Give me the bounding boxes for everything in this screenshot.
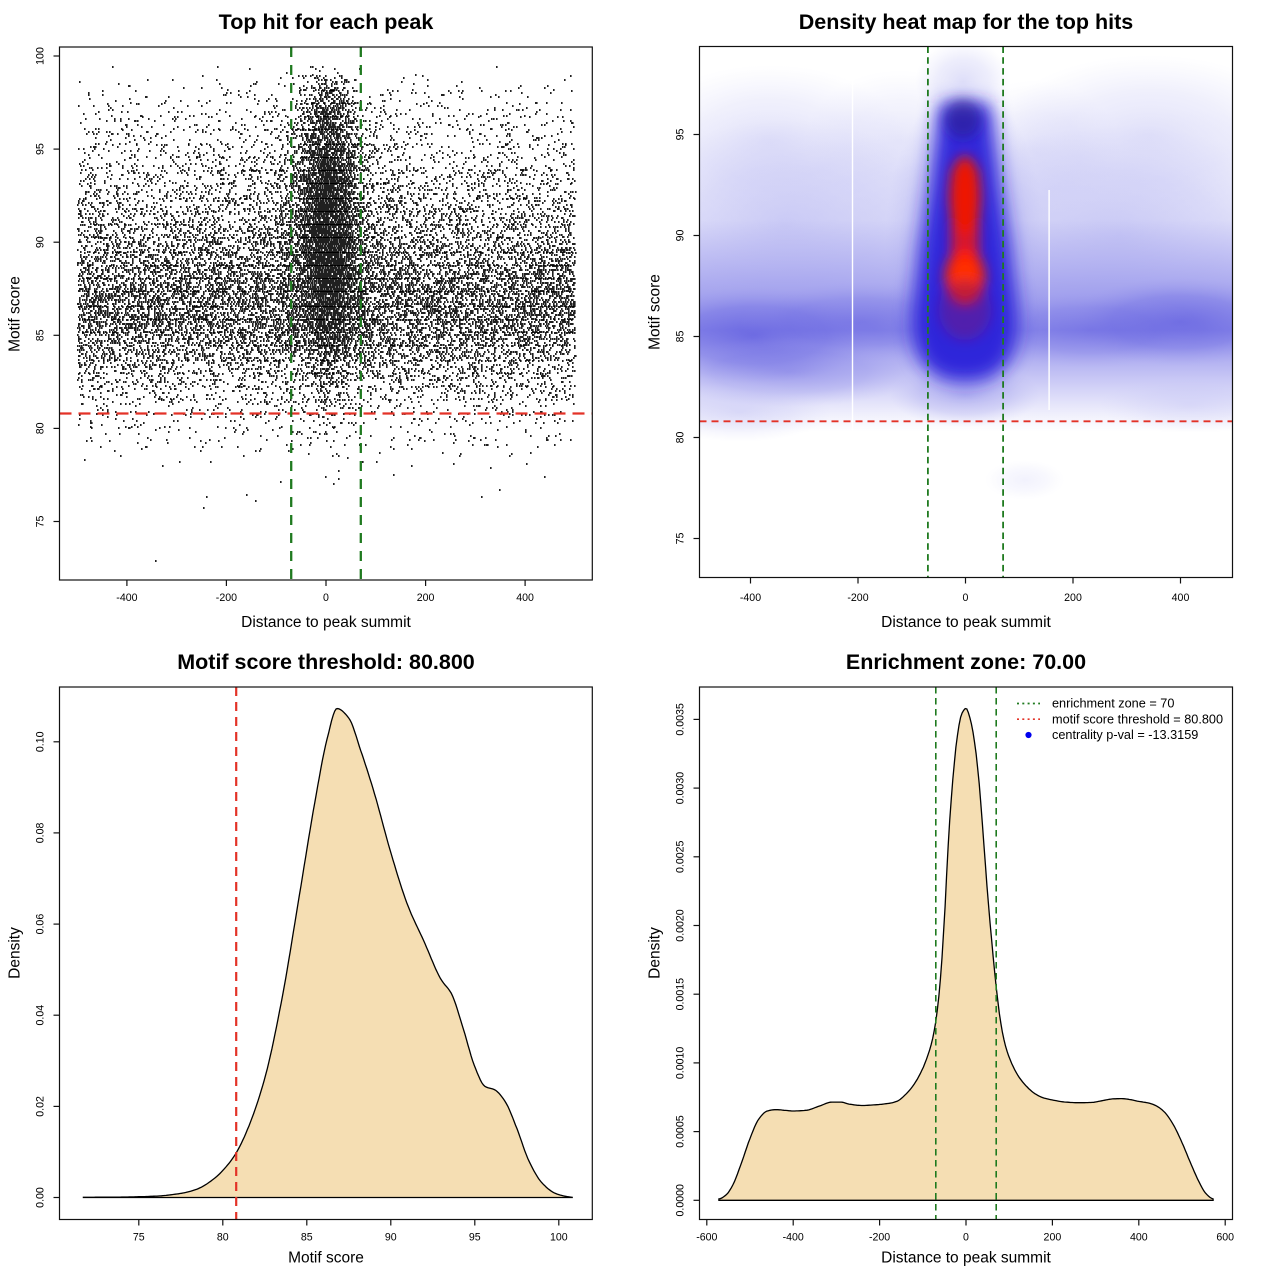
svg-text:80: 80	[217, 1232, 229, 1244]
svg-text:centrality p-val = -13.3159: centrality p-val = -13.3159	[1052, 728, 1198, 742]
svg-text:90: 90	[385, 1232, 397, 1244]
svg-text:motif score threshold = 80.800: motif score threshold = 80.800	[1052, 712, 1223, 726]
svg-text:85: 85	[35, 329, 47, 341]
svg-text:0.0010: 0.0010	[675, 1047, 687, 1080]
svg-text:0.0015: 0.0015	[675, 978, 687, 1011]
svg-text:0: 0	[963, 1232, 969, 1244]
svg-text:-400: -400	[740, 592, 761, 604]
svg-text:0.0025: 0.0025	[675, 840, 687, 873]
svg-text:-600: -600	[696, 1232, 717, 1244]
svg-text:enrichment zone = 70: enrichment zone = 70	[1052, 697, 1174, 711]
svg-text:Distance to peak summit: Distance to peak summit	[881, 1250, 1051, 1267]
svg-text:Motif score: Motif score	[288, 1250, 364, 1267]
svg-text:0.06: 0.06	[35, 914, 47, 935]
svg-text:Enrichment zone: 70.00: Enrichment zone: 70.00	[846, 650, 1086, 674]
svg-text:Distance to peak summit: Distance to peak summit	[241, 614, 411, 631]
svg-text:90: 90	[675, 230, 687, 242]
svg-text:400: 400	[1172, 592, 1190, 604]
svg-text:95: 95	[469, 1232, 481, 1244]
svg-text:Motif score: Motif score	[647, 274, 664, 350]
svg-text:85: 85	[675, 331, 687, 343]
svg-text:75: 75	[35, 516, 47, 528]
svg-text:Density: Density	[7, 927, 24, 979]
svg-text:0.10: 0.10	[35, 731, 47, 752]
svg-text:0.0020: 0.0020	[675, 909, 687, 942]
svg-text:95: 95	[675, 129, 687, 141]
svg-text:200: 200	[1044, 1232, 1062, 1244]
svg-text:0.0030: 0.0030	[675, 772, 687, 805]
svg-text:Density heat map for the top h: Density heat map for the top hits	[799, 10, 1134, 34]
svg-text:-200: -200	[847, 592, 868, 604]
svg-text:600: 600	[1216, 1232, 1234, 1244]
svg-text:100: 100	[35, 47, 47, 65]
svg-text:75: 75	[675, 533, 687, 545]
svg-text:-200: -200	[869, 1232, 890, 1244]
svg-text:Motif score threshold: 80.800: Motif score threshold: 80.800	[177, 650, 475, 674]
svg-text:90: 90	[35, 236, 47, 248]
svg-text:0.04: 0.04	[35, 1005, 47, 1026]
svg-text:200: 200	[417, 592, 435, 604]
svg-text:400: 400	[1130, 1232, 1148, 1244]
svg-text:95: 95	[35, 143, 47, 155]
svg-text:0.0005: 0.0005	[675, 1115, 687, 1148]
svg-text:0.08: 0.08	[35, 822, 47, 843]
svg-text:0.0000: 0.0000	[675, 1184, 687, 1217]
svg-text:0.02: 0.02	[35, 1096, 47, 1117]
svg-text:80: 80	[35, 422, 47, 434]
svg-text:Distance to peak summit: Distance to peak summit	[881, 614, 1051, 631]
svg-text:80: 80	[675, 432, 687, 444]
svg-text:100: 100	[550, 1232, 568, 1244]
svg-text:-200: -200	[216, 592, 237, 604]
svg-text:200: 200	[1064, 592, 1082, 604]
svg-text:75: 75	[133, 1232, 145, 1244]
svg-text:0.00: 0.00	[35, 1187, 47, 1208]
svg-text:85: 85	[301, 1232, 313, 1244]
svg-text:400: 400	[516, 592, 534, 604]
svg-text:Top hit for each peak: Top hit for each peak	[219, 10, 434, 34]
svg-text:-400: -400	[116, 592, 137, 604]
svg-text:Motif score: Motif score	[7, 276, 24, 352]
svg-text:0.0035: 0.0035	[675, 703, 687, 736]
svg-text:Density: Density	[647, 927, 664, 979]
svg-text:0: 0	[963, 592, 969, 604]
svg-text:-400: -400	[783, 1232, 804, 1244]
svg-text:0: 0	[323, 592, 329, 604]
